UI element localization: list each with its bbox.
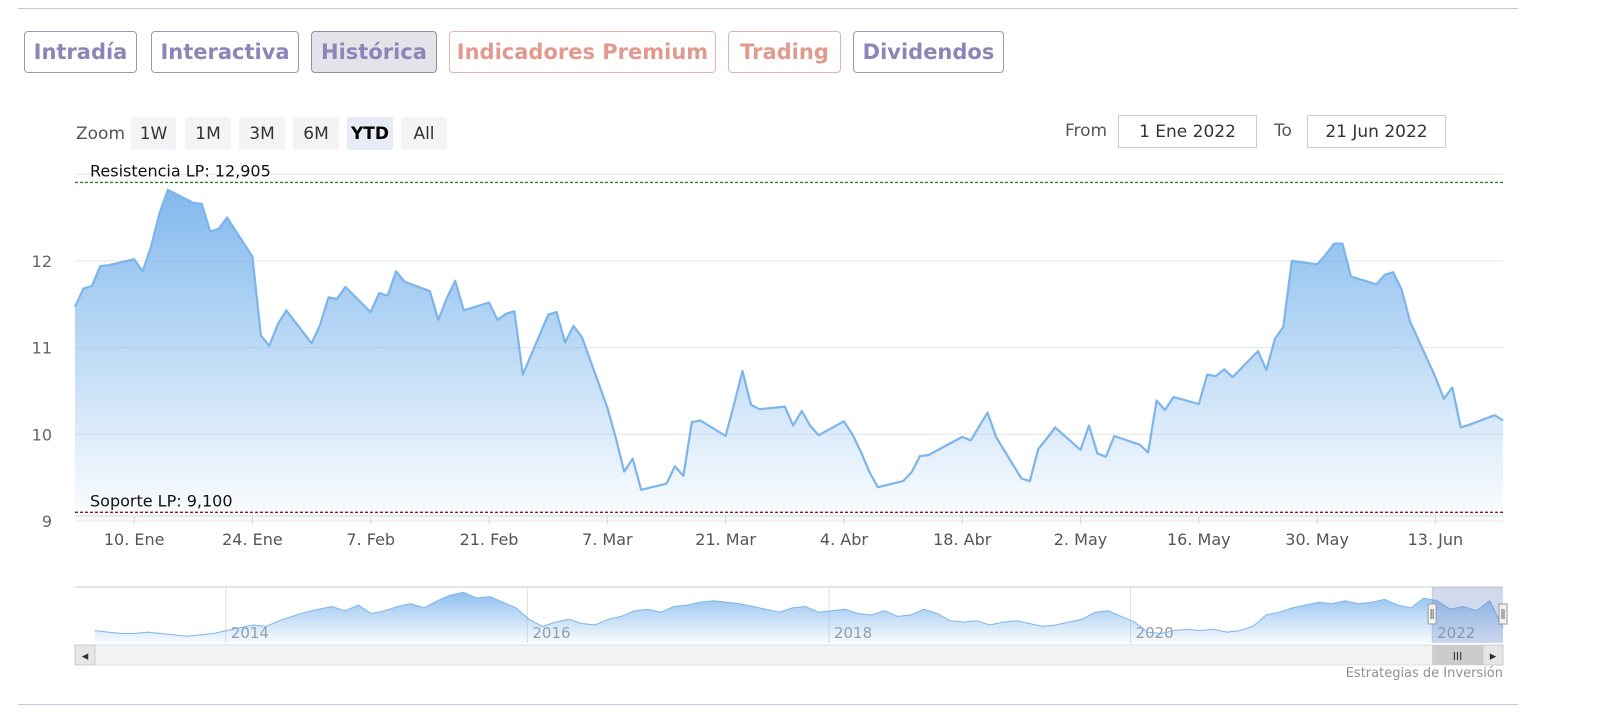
from-date-input[interactable]: 1 Ene 2022 [1118, 115, 1257, 148]
zoom-3m-button[interactable]: 3M [239, 117, 285, 150]
bottom-divider [18, 704, 1518, 705]
navigator-right-handle [1498, 603, 1508, 625]
x-tick-label: 13. Jun [1408, 530, 1464, 549]
navigator-line [94, 591, 1504, 637]
x-tick-label: 2. May [1054, 530, 1107, 549]
x-tick-label: 24. Ene [222, 530, 283, 549]
credits[interactable]: Estrategias de Inversión [1345, 666, 1503, 681]
zoom-label: Zoom [76, 124, 126, 144]
x-tick-label: 7. Feb [346, 530, 395, 549]
x-tick-label: 30. May [1285, 530, 1349, 549]
x-tick-label: 4. Abr [820, 530, 868, 549]
x-tick-label: 21. Mar [695, 530, 756, 549]
navigator-left-handle [1427, 603, 1437, 625]
top-divider [18, 8, 1518, 9]
resistance-label: Resistencia LP: 12,905 [90, 161, 271, 180]
scrollbar-track [74, 644, 1504, 666]
zoom-all-button[interactable]: All [401, 117, 447, 150]
axis-layer: 9 10 11 12 10. Ene 24. Ene 7. Feb 21. Feb 7. Mar… [32, 252, 1503, 549]
x-tick-label: 7. Mar [582, 530, 633, 549]
tab-indicadores-premium[interactable]: Indicadores Premium [449, 31, 716, 73]
x-tick-label: 21. Feb [460, 530, 519, 549]
scrollbar-thumb [1432, 645, 1483, 665]
y-tick-label: 11 [32, 339, 52, 358]
scrollbar-right-arrow-icon: ▸ [1490, 649, 1497, 664]
from-label: From [1065, 121, 1108, 141]
support-label: Soporte LP: 9,100 [90, 491, 233, 510]
series-layer [74, 188, 1504, 517]
zoom-ytd-button[interactable]: YTD [347, 117, 393, 150]
zoom-1m-button[interactable]: 1M [185, 117, 231, 150]
price-area [75, 189, 1503, 517]
scrollbar-left-button [74, 644, 96, 666]
tab-dividendos[interactable]: Dividendos [853, 31, 1004, 73]
tab-historica[interactable]: Histórica [311, 31, 437, 73]
price-line [74, 188, 1504, 491]
scrollbar-left-arrow-icon: ◂ [82, 649, 89, 664]
tab-interactiva[interactable]: Interactiva [151, 31, 299, 73]
tab-intradia[interactable]: Intradía [24, 31, 137, 73]
zoom-6m-button[interactable]: 6M [293, 117, 339, 150]
navigator[interactable]: 20142016201820202022◂▸III [74, 586, 1508, 666]
y-tick-label: 10 [32, 425, 52, 444]
scrollbar-grip-icon: III [1453, 650, 1463, 663]
navigator-selection [1432, 587, 1503, 643]
x-tick-label: 18. Abr [933, 530, 992, 549]
navigator-area [95, 592, 1503, 643]
y-tick-label: 9 [42, 512, 52, 531]
to-label: To [1274, 121, 1292, 141]
to-date-input[interactable]: 21 Jun 2022 [1307, 115, 1446, 148]
tab-trading[interactable]: Trading [728, 31, 841, 73]
plotline-layer: Resistencia LP: 12,905 Soporte LP: 9,100 [75, 161, 1503, 513]
y-tick-label: 12 [32, 252, 52, 271]
x-tick-label: 10. Ene [104, 530, 165, 549]
x-tick-label: 16. May [1167, 530, 1231, 549]
zoom-1w-button[interactable]: 1W [131, 117, 176, 150]
